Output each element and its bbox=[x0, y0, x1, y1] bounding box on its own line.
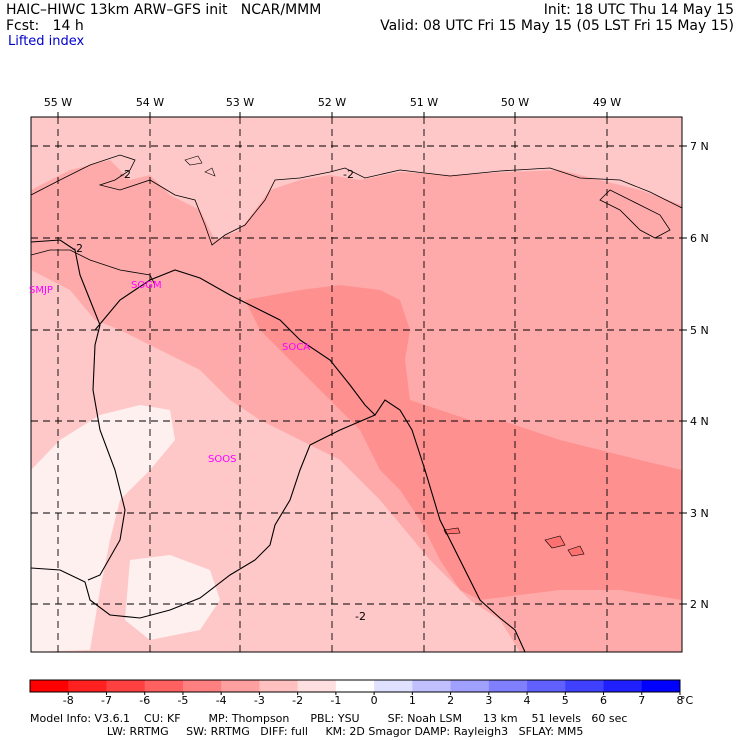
contour-label: -2 bbox=[343, 168, 354, 181]
colorbar-tick-label: 7 bbox=[638, 694, 645, 707]
station-label: SMJP bbox=[29, 285, 53, 296]
contour-label: -2 bbox=[120, 168, 131, 181]
station-label: SOCA bbox=[282, 342, 310, 353]
colorbar-tick-label: -5 bbox=[177, 694, 188, 707]
colorbar-tick-label: 1 bbox=[409, 694, 416, 707]
shaded-field bbox=[31, 117, 682, 652]
valid-time: Valid: 08 UTC Fri 15 May 15 (05 LST Fri … bbox=[380, 18, 734, 34]
colorbar-swatch bbox=[30, 680, 69, 692]
colorbar-swatch bbox=[527, 680, 566, 692]
colorbar-tick-label: -3 bbox=[254, 694, 265, 707]
colorbar-tick-label: 8 bbox=[677, 694, 684, 707]
colorbar-tick-label: -7 bbox=[101, 694, 112, 707]
colorbar-tick-label: -6 bbox=[139, 694, 150, 707]
lon-label: 51 W bbox=[410, 96, 438, 109]
lat-label: 7 N bbox=[690, 140, 709, 153]
plot-title: HAIC–HIWC 13km ARW–GFS init NCAR/MMM bbox=[6, 2, 322, 18]
lon-label: 54 W bbox=[136, 96, 164, 109]
colorbar-tick-label: -4 bbox=[216, 694, 227, 707]
lon-label: 52 W bbox=[318, 96, 346, 109]
colorbar-tick-label: -1 bbox=[330, 694, 341, 707]
colorbar-swatch bbox=[488, 680, 528, 692]
colorbar-swatch bbox=[182, 680, 222, 692]
field-name: Lifted index bbox=[8, 34, 85, 49]
contour-label: -2 bbox=[355, 610, 366, 623]
lat-label: 5 N bbox=[690, 324, 709, 337]
colorbar-tick-label: 2 bbox=[447, 694, 454, 707]
colorbar-swatch bbox=[106, 680, 146, 692]
colorbar-tick-label: -8 bbox=[63, 694, 74, 707]
colorbar-swatch bbox=[374, 680, 413, 692]
map-frame bbox=[30, 116, 683, 653]
colorbar-tick-label: 5 bbox=[562, 694, 569, 707]
lon-label: 49 W bbox=[593, 96, 621, 109]
init-time: Init: 18 UTC Thu 14 May 15 bbox=[543, 2, 734, 18]
lon-label: 53 W bbox=[226, 96, 254, 109]
lat-label: 3 N bbox=[690, 507, 709, 520]
forecast-hour: Fcst: 14 h bbox=[6, 18, 84, 34]
colorbar-swatch bbox=[565, 680, 605, 692]
colorbar-swatch bbox=[335, 680, 375, 692]
station-label: SOOS bbox=[208, 454, 236, 465]
top-ticks bbox=[57, 112, 687, 605]
colorbar-swatch bbox=[297, 680, 337, 692]
colorbar-tick-label: -2 bbox=[292, 694, 303, 707]
colorbar-tick-label: 6 bbox=[600, 694, 607, 707]
colorbar-swatch bbox=[603, 680, 643, 692]
lat-lon-grid bbox=[31, 117, 682, 652]
station-label: SOGM bbox=[131, 280, 162, 291]
colorbar-tick-label: 0 bbox=[371, 694, 378, 707]
contour-label: -2 bbox=[72, 242, 83, 255]
colorbar-swatch bbox=[450, 680, 490, 692]
colorbar-swatch bbox=[144, 680, 184, 692]
boundaries bbox=[31, 239, 526, 652]
lon-label: 55 W bbox=[44, 96, 72, 109]
colorbar-swatch bbox=[259, 680, 299, 692]
lon-label: 50 W bbox=[501, 96, 529, 109]
lat-label: 2 N bbox=[690, 598, 709, 611]
model-info-line-1: Model Info: V3.6.1 CU: KF MP: Thompson P… bbox=[30, 712, 628, 725]
colorbar-border bbox=[29, 679, 681, 693]
colorbar: -8 -7 -6 -5 -4 -3 -2 -1 0 1 2 3 4 5 6 7 8°C bbox=[29, 679, 694, 707]
colorbar-swatch bbox=[641, 680, 681, 692]
colorbar-tick-label: 3 bbox=[485, 694, 492, 707]
colorbar-tick-label: 4 bbox=[524, 694, 531, 707]
colorbar-swatch bbox=[221, 680, 260, 692]
colorbar-swatch bbox=[412, 680, 452, 692]
lat-label: 6 N bbox=[690, 232, 709, 245]
lat-label: 4 N bbox=[690, 415, 709, 428]
model-info-line-2: LW: RRTMG SW: RRTMG DIFF: full KM: 2D Sm… bbox=[30, 725, 584, 738]
colorbar-unit: °C bbox=[680, 694, 694, 707]
colorbar-swatch bbox=[68, 680, 107, 692]
